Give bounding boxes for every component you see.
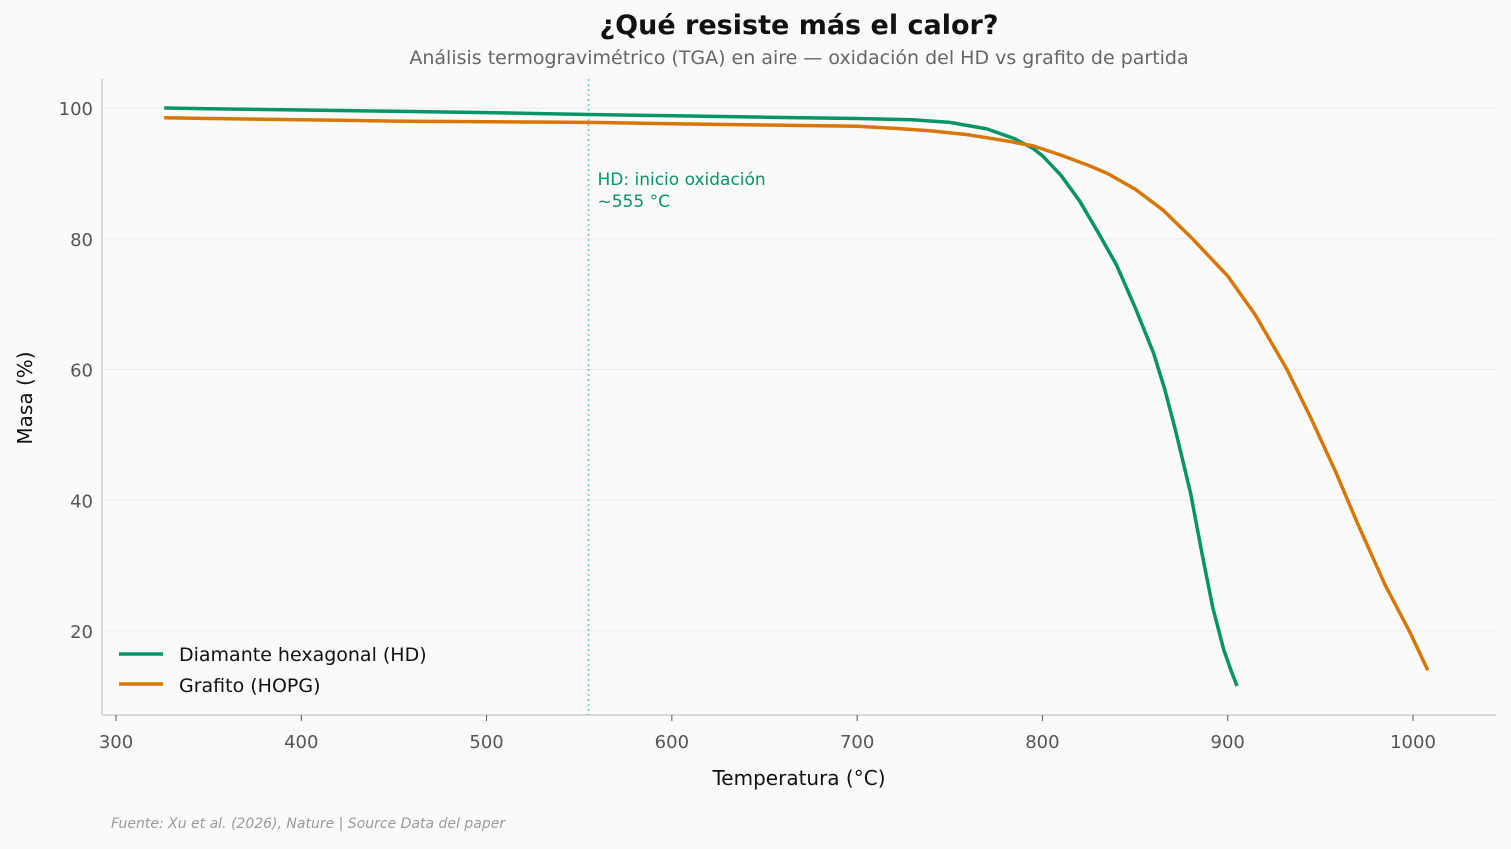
x-tick-label: 800: [1025, 732, 1059, 753]
gridlines: [102, 107, 1496, 632]
x-axis-label: Temperatura (°C): [711, 766, 885, 790]
x-tick-label: 900: [1211, 732, 1245, 753]
source-note: Fuente: Xu et al. (2026), Nature | Sourc…: [111, 816, 506, 832]
y-tick-label: 40: [70, 491, 93, 512]
series-hopg-line: [164, 116, 1430, 671]
x-tick-label: 500: [469, 732, 503, 753]
x-tick-label: 600: [655, 732, 689, 753]
y-tick-label: 60: [70, 361, 93, 382]
onset-annotation: HD: inicio oxidación~555 °C: [587, 79, 766, 715]
legend: Diamante hexagonal (HD) Grafito (HOPG): [119, 644, 427, 697]
y-axis-label: Masa (%): [13, 351, 37, 444]
data-series: [164, 106, 1430, 687]
x-tick-label: 400: [284, 732, 318, 753]
y-axis-ticks: 20 40 60 80 100: [59, 99, 93, 643]
annotation-text: HD: inicio oxidación: [597, 170, 765, 190]
series-hd-line: [164, 106, 1239, 687]
chart-title: ¿Qué resiste más el calor?: [599, 10, 999, 41]
y-tick-label: 20: [70, 622, 93, 643]
legend-label-hopg: Grafito (HOPG): [179, 675, 321, 697]
axes: [101, 79, 1496, 716]
x-tick-label: 300: [99, 732, 133, 753]
legend-label-hd: Diamante hexagonal (HD): [179, 644, 427, 666]
annotation-text: ~555 °C: [597, 192, 669, 212]
x-axis-ticks: 300 400 500 600 700 800 900 1000: [99, 715, 1436, 753]
x-tick-label: 700: [840, 732, 874, 753]
chart-subtitle: Análisis termogravimétrico (TGA) en aire…: [409, 47, 1189, 69]
y-tick-label: 80: [70, 230, 93, 251]
x-tick-label: 1000: [1390, 732, 1436, 753]
y-tick-label: 100: [59, 99, 93, 120]
